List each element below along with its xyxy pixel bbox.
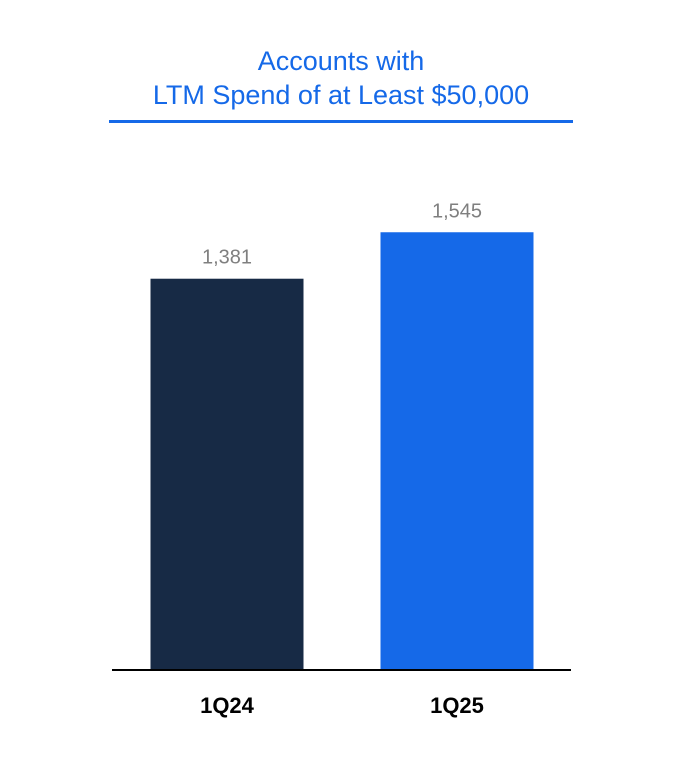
value-label-1q24: 1,381 <box>202 247 252 269</box>
category-label-1q24: 1Q24 <box>200 693 255 718</box>
bar-1q25 <box>380 232 534 670</box>
value-label-1q25: 1,545 <box>432 200 482 222</box>
title-underline <box>109 120 573 123</box>
bar-1q24 <box>150 278 304 670</box>
category-label-1q25: 1Q25 <box>430 693 484 718</box>
chart-title-line-2: LTM Spend of at Least $50,000 <box>152 80 530 110</box>
chart-title-line-1: Accounts with <box>257 46 425 76</box>
bars-group <box>150 232 534 670</box>
labels-group: 1,381 1Q24 1,545 1Q25 <box>200 200 484 718</box>
